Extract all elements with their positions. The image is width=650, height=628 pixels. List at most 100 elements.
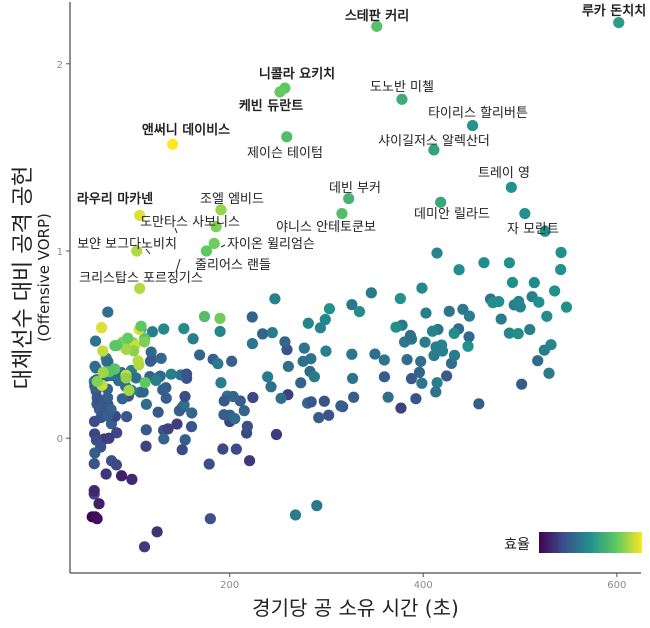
data-point [130, 372, 142, 384]
data-point [533, 296, 545, 308]
data-point [126, 473, 138, 485]
point-label: 데미안 릴라드 [414, 207, 490, 222]
labeled-data-point [343, 192, 355, 205]
data-point [305, 353, 317, 365]
data-point [179, 390, 191, 403]
data-point [157, 384, 169, 396]
data-point [545, 339, 557, 351]
point-label: 타이리스 할리버튼 [428, 106, 528, 121]
label-leader-line [220, 244, 226, 248]
data-point [405, 373, 418, 385]
data-point [155, 352, 167, 364]
data-point [410, 393, 422, 405]
data-point [212, 358, 224, 370]
data-point [265, 381, 277, 393]
data-point [122, 332, 134, 344]
labeled-data-point [435, 196, 447, 208]
data-point [311, 500, 323, 512]
data-point [555, 263, 567, 276]
data-point [89, 447, 101, 459]
data-point [140, 424, 152, 436]
point-label: 앤써니 데이비스 [142, 122, 230, 138]
data-point [431, 377, 443, 389]
point-label: 줄리어스 랜들 [195, 258, 271, 273]
data-point [453, 264, 465, 276]
data-point [158, 323, 170, 335]
data-point [512, 328, 524, 340]
data-point [516, 378, 528, 390]
data-point [346, 348, 358, 360]
data-point [426, 325, 439, 337]
data-point [463, 331, 475, 343]
point-label: 보얀 보그다노비치 [77, 237, 177, 252]
point-label: 케빈 듀란트 [239, 98, 303, 114]
labeled-data-point [467, 119, 479, 132]
data-point [532, 355, 544, 367]
data-point [404, 329, 416, 342]
data-point [413, 366, 426, 378]
data-point [90, 434, 102, 446]
labeled-data-point [208, 237, 220, 250]
data-point [506, 276, 519, 289]
data-point [198, 310, 211, 323]
data-point [151, 526, 163, 538]
data-point [226, 355, 238, 367]
data-point [346, 372, 359, 385]
data-point [227, 390, 239, 403]
data-point [365, 287, 377, 299]
data-point [378, 371, 391, 383]
data-point [346, 299, 358, 311]
data-point [514, 301, 526, 313]
data-point [528, 277, 540, 289]
x-tick-label: 600 [607, 580, 626, 591]
data-point [144, 355, 157, 367]
point-label: 조엘 엠비드 [200, 192, 264, 207]
data-point [171, 418, 183, 430]
data-point [194, 349, 206, 361]
y-tick-label: 1 [57, 247, 63, 258]
point-label: 스테판 커리 [345, 8, 409, 24]
data-point [323, 303, 336, 315]
labeled-data-point [200, 245, 213, 257]
labeled-data-point [505, 181, 517, 193]
data-point [503, 257, 516, 269]
y-tick-label: 0 [57, 434, 63, 445]
data-point [165, 368, 177, 380]
data-point [262, 371, 274, 383]
data-point [214, 312, 226, 324]
data-point [549, 285, 561, 297]
data-point [394, 292, 406, 305]
data-point [243, 455, 256, 467]
data-point [246, 311, 258, 323]
data-point [313, 412, 325, 424]
x-tick-label: 200 [220, 580, 239, 591]
data-point [97, 345, 109, 357]
data-point [457, 303, 469, 315]
data-point [91, 375, 103, 388]
point-label: 자 모란트 [507, 222, 559, 237]
data-point [419, 336, 431, 348]
data-point [186, 407, 198, 419]
data-point [241, 420, 253, 432]
data-point [238, 405, 250, 417]
data-point [246, 338, 259, 350]
point-label: 데빈 부커 [329, 181, 381, 196]
labeled-data-point [274, 86, 286, 98]
x-axis-title: 경기당 공 소유 시간 (초) [252, 596, 459, 620]
data-point [543, 367, 555, 379]
data-point [416, 377, 428, 389]
data-point [215, 377, 227, 389]
x-tick-label: 400 [414, 580, 433, 591]
data-point [162, 423, 174, 435]
data-point [382, 391, 394, 403]
data-point [416, 282, 428, 294]
point-label: 크리스탑스 포르징기스 [79, 271, 203, 286]
data-point [88, 458, 100, 470]
data-point [295, 377, 307, 389]
data-point [204, 513, 216, 525]
data-point [495, 313, 507, 325]
point-label: 트레이 영 [478, 166, 530, 181]
data-point [269, 293, 281, 305]
data-point [415, 355, 427, 368]
